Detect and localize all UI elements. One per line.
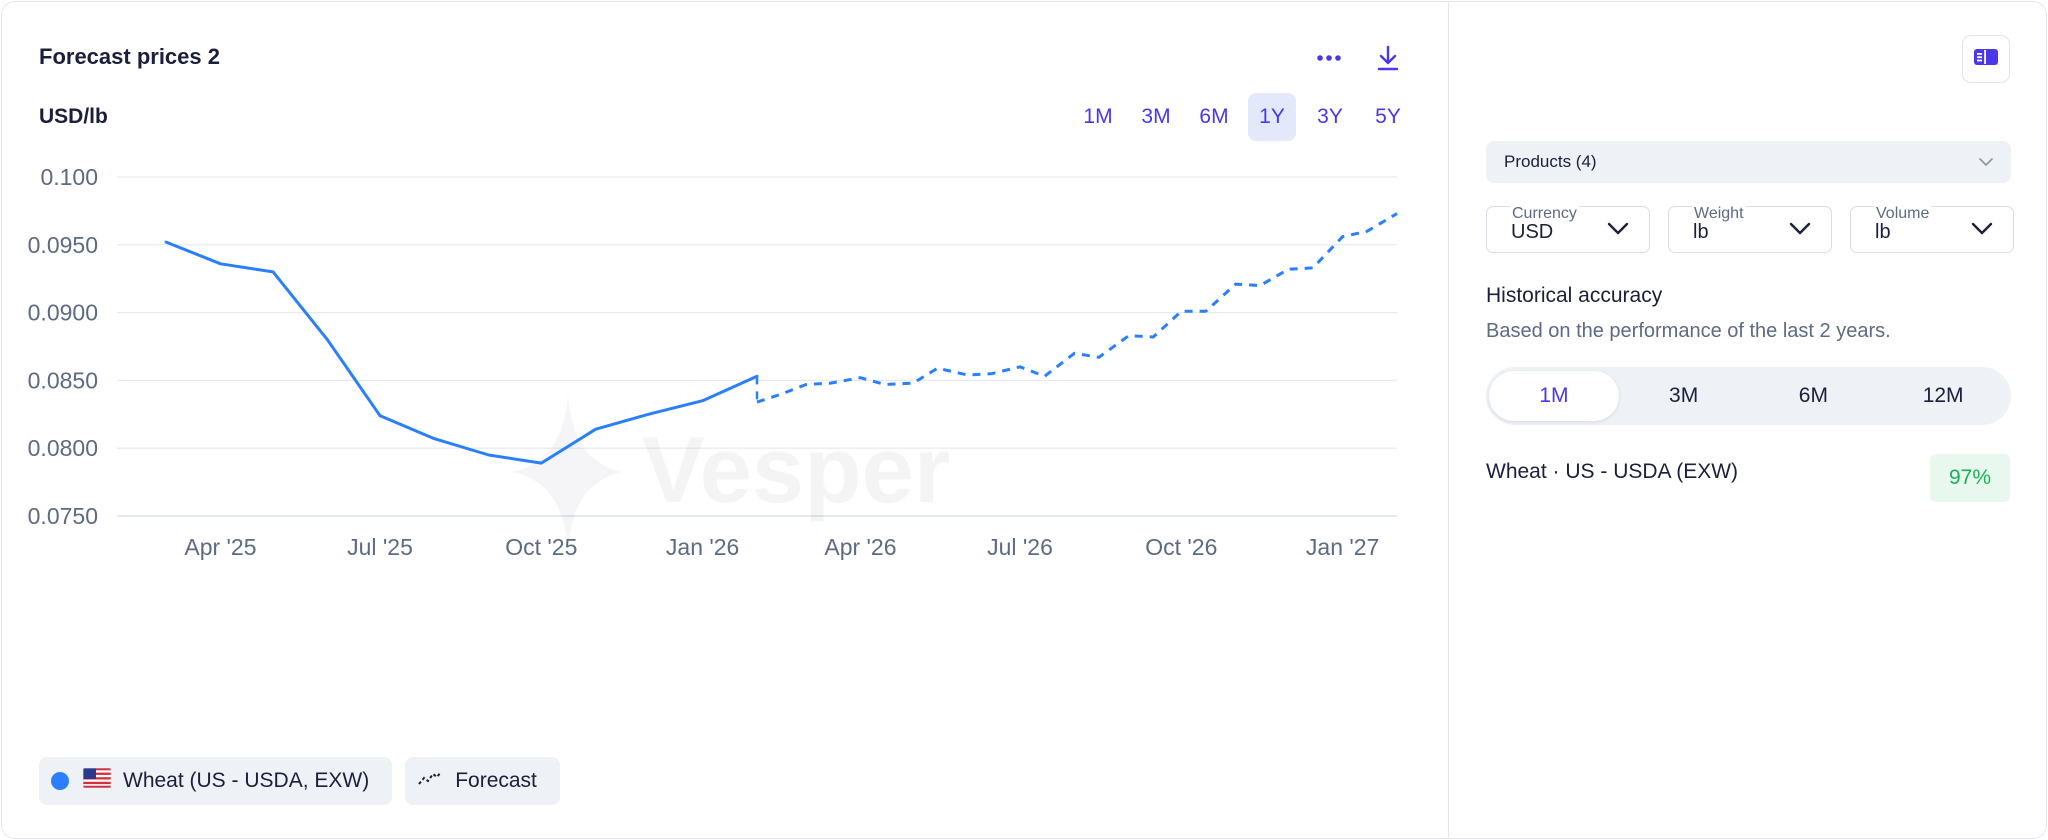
legend-item-wheat[interactable]: Wheat (US - USDA, EXW) <box>39 757 393 805</box>
series-line-wheat <box>164 240 759 465</box>
chevron-down-icon <box>1789 222 1811 241</box>
unit-label: USD/lb <box>39 105 108 128</box>
settings-panel: Products (4) Currency USD Weight lb <box>1449 2 2046 838</box>
price-chart: Vesper 0.100 0.0950 0.0900 0.0850 0.0800 0.07… <box>28 164 1398 560</box>
watermark-text: Vesper <box>642 417 950 522</box>
y-tick-label: 0.100 <box>40 164 98 190</box>
page-title: Forecast prices 2 <box>39 44 220 69</box>
volume-select[interactable]: Volume lb <box>1850 205 2014 253</box>
vesper-watermark: Vesper <box>512 392 950 552</box>
chevron-down-icon <box>1971 222 1993 241</box>
chart-grid <box>117 176 1397 517</box>
x-tick-label: Jan '27 <box>1306 534 1379 560</box>
weight-select[interactable]: Weight lb <box>1668 205 1832 253</box>
y-axis: 0.100 0.0950 0.0900 0.0850 0.0800 0.0750 <box>28 164 98 529</box>
range-selector: 1M 3M 6M 1Y 3Y 5Y <box>1074 93 1412 141</box>
products-label: Products (4) <box>1504 152 1597 171</box>
section-divider <box>1448 2 1449 838</box>
chart-legend: Wheat (US - USDA, EXW) Forecast <box>39 757 560 805</box>
series-line-forecast <box>756 212 1398 404</box>
volume-value: lb <box>1875 221 1891 243</box>
range-1m-button[interactable]: 1M <box>1083 105 1113 128</box>
forecast-dash-icon <box>417 768 443 794</box>
legend-forecast-label: Forecast <box>455 769 537 792</box>
legend-item-forecast[interactable]: Forecast <box>405 757 560 805</box>
series-color-dot <box>51 772 69 790</box>
y-tick-label: 0.0850 <box>28 367 98 393</box>
x-tick-label: Jul '26 <box>987 534 1053 560</box>
chevron-down-icon <box>1979 152 1993 172</box>
chart-series <box>164 212 1398 465</box>
range-5y-button[interactable]: 5Y <box>1375 105 1401 128</box>
currency-select[interactable]: Currency USD <box>1486 205 1650 253</box>
range-3y-button[interactable]: 3Y <box>1317 105 1343 128</box>
panel-toggle-icon <box>1973 47 1999 72</box>
currency-value: USD <box>1511 221 1554 243</box>
volume-label: Volume <box>1874 205 1932 223</box>
chart-section: Forecast prices 2 USD/lb 1M 3M 6M 1Y 3Y … <box>2 2 1448 838</box>
panel-toggle-button[interactable] <box>1962 35 2010 83</box>
period-3m-button[interactable]: 3M <box>1669 384 1699 407</box>
x-tick-label: Jan '26 <box>666 534 739 560</box>
x-tick-label: Apr '25 <box>184 534 256 560</box>
weight-value: lb <box>1693 221 1709 243</box>
range-3m-button[interactable]: 3M <box>1141 105 1171 128</box>
x-tick-label: Oct '25 <box>505 534 577 560</box>
range-6m-button[interactable]: 6M <box>1199 105 1229 128</box>
download-icon[interactable] <box>1370 40 1406 76</box>
y-tick-label: 0.0750 <box>28 503 98 529</box>
x-tick-label: Jul '25 <box>347 534 413 560</box>
accuracy-title: Historical accuracy <box>1486 284 1663 307</box>
range-1y-button[interactable]: 1Y <box>1248 93 1296 141</box>
x-tick-label: Apr '26 <box>824 534 896 560</box>
x-axis: Apr '25 Jul '25 Oct '25 Jan '26 Apr '26 Jul '… <box>184 534 1379 560</box>
y-tick-label: 0.0800 <box>28 435 98 461</box>
legend-series-label: Wheat (US - USDA, EXW) <box>123 769 370 792</box>
currency-label: Currency <box>1510 205 1579 223</box>
products-dropdown[interactable]: Products (4) <box>1486 141 2011 183</box>
y-tick-label: 0.0900 <box>28 300 98 326</box>
unit-selects: Currency USD Weight lb Volume lb <box>1486 205 2014 253</box>
us-flag-icon <box>82 767 112 794</box>
chevron-down-icon <box>1607 222 1629 241</box>
accuracy-period-selector: 1M 3M 6M 12M <box>1486 367 2011 425</box>
y-tick-label: 0.0950 <box>28 232 98 258</box>
weight-label: Weight <box>1692 205 1746 223</box>
period-6m-button[interactable]: 6M <box>1798 384 1828 407</box>
period-12m-button[interactable]: 12M <box>1922 384 1964 407</box>
period-1m-button[interactable]: 1M <box>1489 371 1619 421</box>
more-dots-icon[interactable] <box>1311 40 1347 76</box>
accuracy-subtitle: Based on the performance of the last 2 y… <box>1486 320 1891 342</box>
accuracy-item-name: Wheat · US - USDA (EXW) <box>1486 460 1739 483</box>
x-tick-label: Oct '26 <box>1145 534 1217 560</box>
accuracy-badge: 97% <box>1930 454 2010 502</box>
